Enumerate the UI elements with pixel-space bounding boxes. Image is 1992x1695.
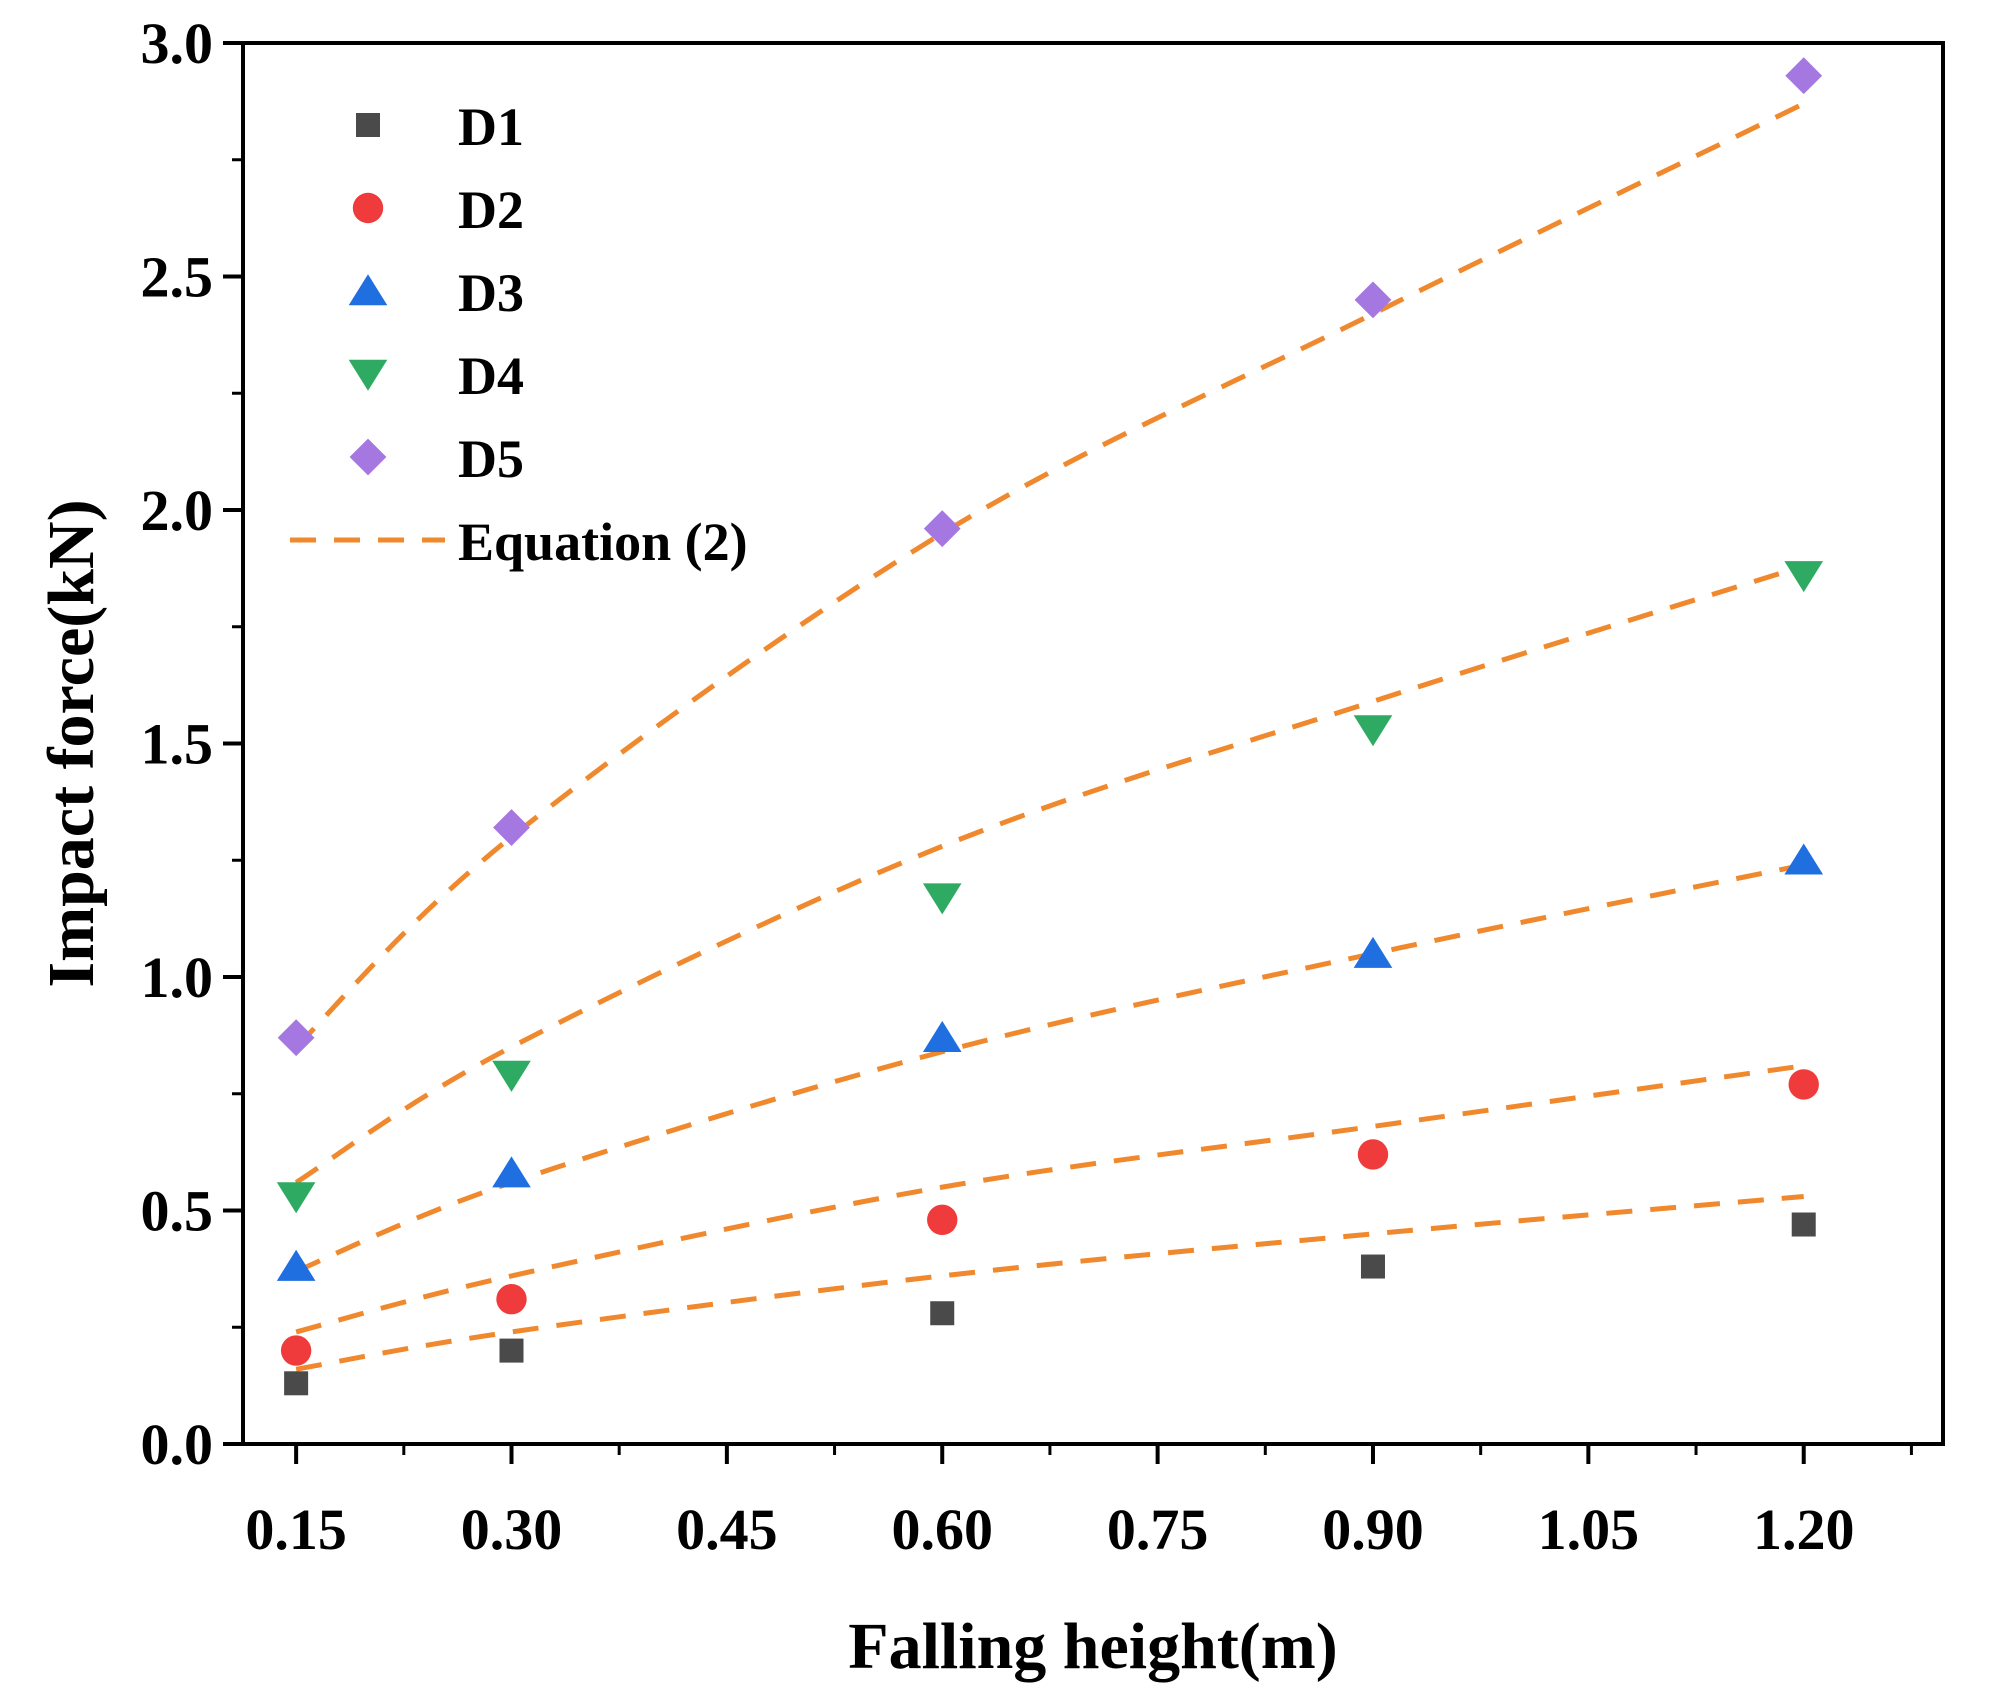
x-tick-label: 0.45 [676, 1497, 778, 1562]
data-point-d2 [1788, 1069, 1819, 1100]
data-point-d2 [1357, 1139, 1389, 1170]
x-tick-label: 1.20 [1753, 1497, 1855, 1562]
data-point-d4 [1353, 715, 1393, 747]
legend-label-d4: D4 [458, 346, 524, 406]
x-axis: 0.15 0.30 0.45 0.60 0.75 0.90 1.05 1.20 [245, 1444, 1913, 1562]
x-axis-title: Falling height(m) [848, 1610, 1338, 1683]
legend-label-d3: D3 [458, 263, 524, 323]
legend-label-d2: D2 [458, 180, 524, 240]
x-tick-label: 0.60 [891, 1497, 993, 1562]
data-point-d1 [930, 1301, 955, 1326]
legend-marker-d5 [349, 438, 387, 476]
fit-lines [294, 101, 1805, 1372]
y-tick-label: 1.5 [141, 712, 214, 777]
fit-curve [294, 563, 1805, 1185]
legend-marker-d3 [348, 274, 388, 306]
x-tick-label: 0.75 [1107, 1497, 1209, 1562]
legend-label-d1: D1 [458, 97, 524, 157]
data-point-d5 [493, 809, 530, 846]
data-point-d4 [922, 883, 962, 915]
data-point-d4 [492, 1060, 531, 1092]
y-tick-label: 2.0 [141, 478, 214, 543]
legend: D1 D2 D3 D4 D5 Equation (2) [290, 97, 748, 572]
y-axis: 0.0 0.5 1.0 1.5 2.0 2.5 3.0 [141, 11, 243, 1477]
y-tick-label: 0.5 [141, 1179, 214, 1244]
data-point-d3 [1353, 936, 1393, 968]
y-tick-label: 0.0 [141, 1412, 214, 1477]
data-point-d3 [922, 1020, 962, 1052]
legend-label-d5: D5 [458, 429, 524, 489]
legend-label-fit: Equation (2) [458, 512, 748, 572]
data-point-d3 [276, 1249, 316, 1281]
y-axis-title: Impact force(kN) [35, 499, 108, 987]
data-point-d1 [499, 1338, 524, 1363]
x-tick-label: 0.30 [461, 1497, 563, 1562]
data-point-d1 [1360, 1254, 1385, 1279]
data-point-d4 [1784, 561, 1824, 593]
data-markers [276, 57, 1824, 1396]
legend-marker-d1 [356, 113, 380, 137]
x-tick-label: 0.15 [245, 1497, 347, 1562]
data-point-d1 [1791, 1212, 1816, 1237]
fit-curve [295, 1193, 1804, 1372]
data-point-d5 [277, 1019, 315, 1057]
data-point-d5 [1354, 281, 1392, 319]
data-point-d5 [1785, 57, 1823, 95]
fit-curve [295, 1063, 1805, 1335]
x-tick-label: 1.05 [1538, 1497, 1640, 1562]
data-point-d4 [276, 1182, 316, 1214]
fit-curve [295, 862, 1805, 1274]
legend-marker-d4 [348, 359, 388, 391]
fit-curve [294, 101, 1805, 1049]
data-point-d3 [492, 1156, 531, 1188]
y-tick-label: 2.5 [141, 245, 214, 310]
y-tick-label: 1.0 [141, 945, 214, 1010]
data-point-d2 [496, 1284, 527, 1315]
legend-marker-d2 [352, 192, 384, 224]
data-point-d1 [284, 1371, 309, 1396]
data-point-d2 [280, 1335, 312, 1366]
data-point-d3 [1784, 843, 1824, 875]
data-point-d2 [927, 1204, 958, 1236]
y-tick-label: 3.0 [141, 11, 214, 76]
data-point-d5 [923, 510, 961, 548]
x-tick-label: 0.90 [1322, 1497, 1424, 1562]
